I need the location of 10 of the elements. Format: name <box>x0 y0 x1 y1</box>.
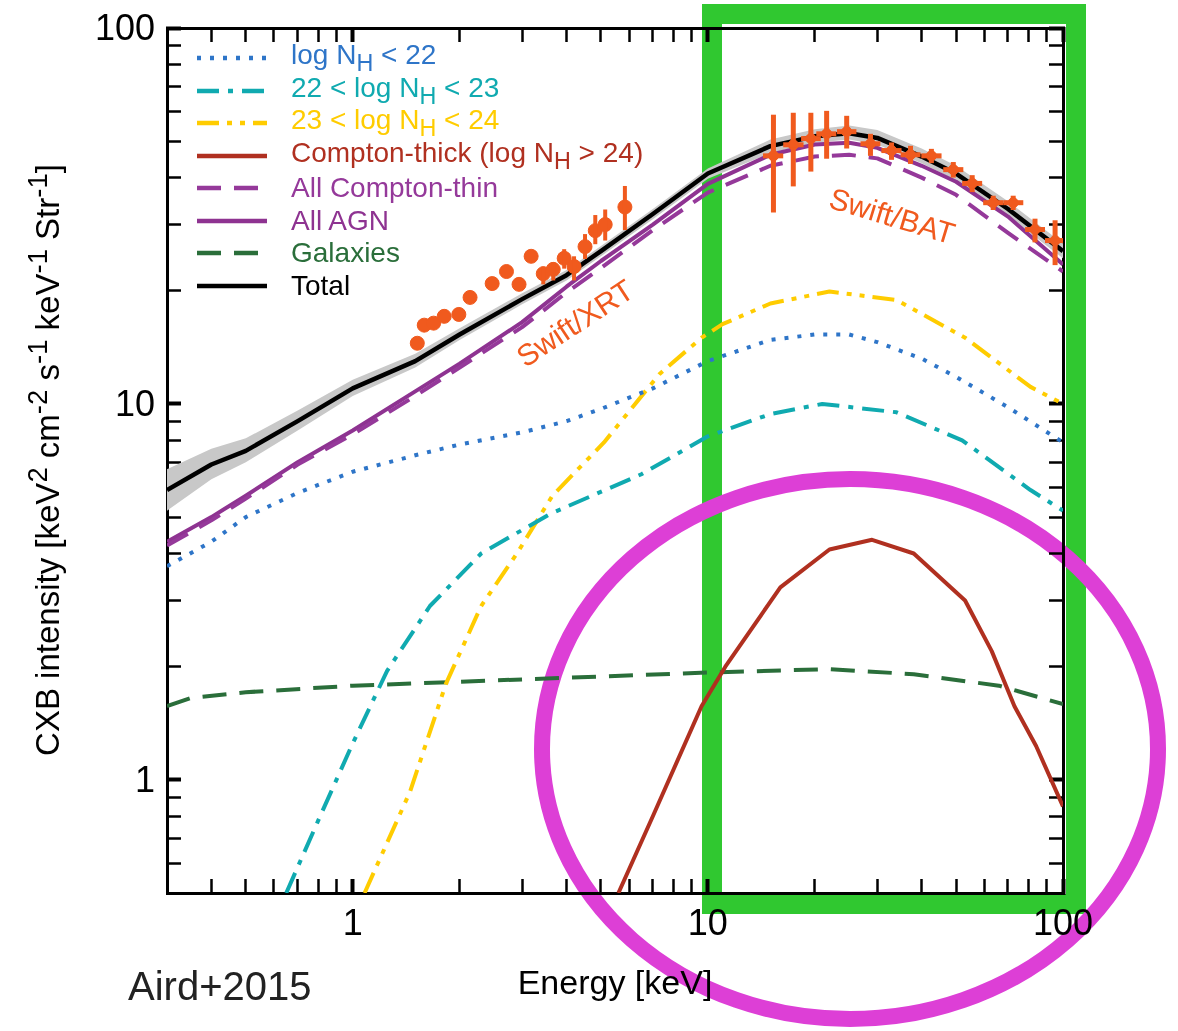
y-tick-label: 10 <box>114 382 155 424</box>
legend-label: Total <box>291 269 351 302</box>
legend-label: All AGN <box>291 204 390 237</box>
text: Aird+2015 <box>128 964 312 1009</box>
x-tick-label: 10 <box>687 901 728 943</box>
x-tick-label: 1 <box>342 901 363 943</box>
y-tick-label: 1 <box>134 758 155 800</box>
legend-label: All Compton-thin <box>291 172 498 205</box>
legend-label: Galaxies <box>291 237 400 270</box>
y-tick-label: 100 <box>94 7 155 48</box>
